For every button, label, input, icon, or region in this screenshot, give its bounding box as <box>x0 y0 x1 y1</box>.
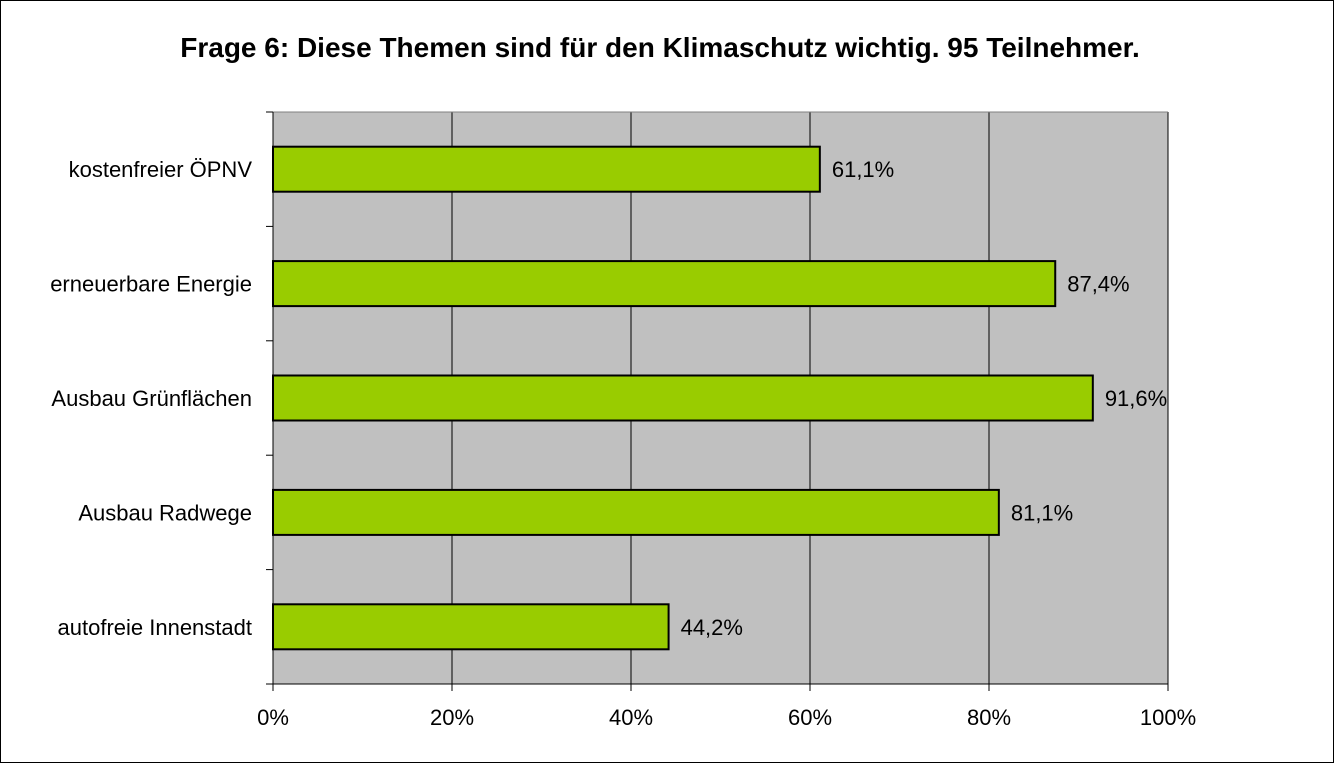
category-label-3: Ausbau Radwege <box>78 500 252 525</box>
value-label-0: 61,1% <box>832 157 894 182</box>
value-label-4: 44,2% <box>681 615 743 640</box>
category-label-1: erneuerbare Energie <box>50 272 252 297</box>
bar-1 <box>272 260 1057 308</box>
category-label-4: autofreie Innenstadt <box>58 615 252 640</box>
x-tick-label-3: 60% <box>788 705 832 730</box>
value-label-2: 91,6% <box>1105 386 1167 411</box>
bar-3 <box>272 488 1000 536</box>
category-label-2: Ausbau Grünflächen <box>51 386 252 411</box>
bar-0 <box>272 145 821 193</box>
category-label-0: kostenfreier ÖPNV <box>69 157 253 182</box>
bar-2 <box>272 374 1094 422</box>
x-tick-label-0: 0% <box>257 705 289 730</box>
bar-4 <box>272 603 670 651</box>
value-label-1: 87,4% <box>1067 272 1129 297</box>
x-tick-label-2: 40% <box>609 705 653 730</box>
value-label-3: 81,1% <box>1011 500 1073 525</box>
chart-title: Frage 6: Diese Themen sind für den Klima… <box>180 32 1140 63</box>
plot-area: 0% 20% 40% 60% 80% 100% kostenfreier ÖPNV 61,1%… <box>50 111 1196 730</box>
x-tick-label-1: 20% <box>430 705 474 730</box>
x-tick-label-5: 100% <box>1140 705 1196 730</box>
x-tick-label-4: 80% <box>967 705 1011 730</box>
